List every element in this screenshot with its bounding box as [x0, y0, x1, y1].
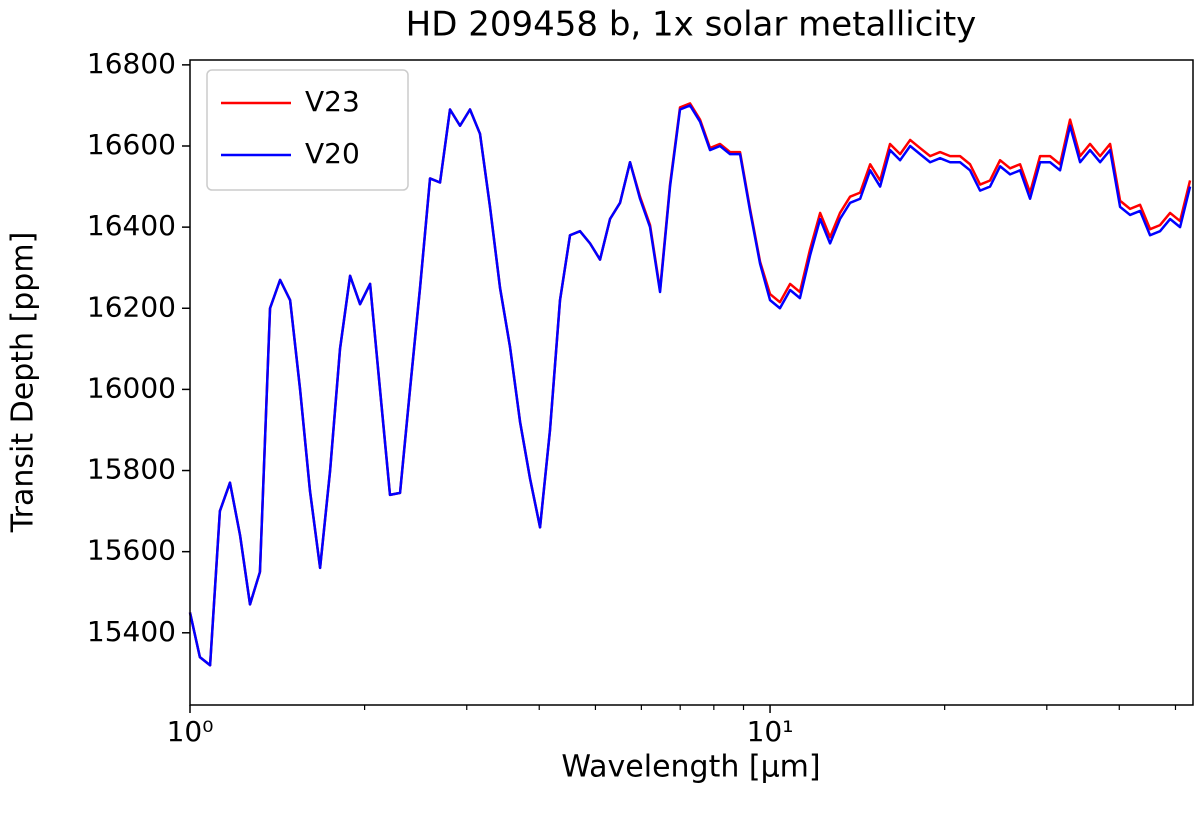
y-tick-label: 16200	[87, 290, 176, 323]
legend-label: V23	[305, 85, 360, 118]
y-axis-label: Transit Depth [ppm]	[6, 232, 41, 534]
y-tick-label: 16000	[87, 371, 176, 404]
legend-box	[206, 69, 409, 191]
chart-title: HD 209458 b, 1x solar metallicity	[406, 5, 977, 45]
x-tick-label: 10⁰	[167, 715, 214, 748]
x-axis-label: Wavelength [µm]	[561, 750, 820, 785]
y-tick-label: 16400	[87, 209, 176, 242]
y-tick-label: 15400	[87, 615, 176, 648]
series-line	[188, 104, 1192, 667]
y-tick-label: 16600	[87, 128, 176, 161]
legend-label: V20	[305, 137, 360, 170]
legend: V23 V20	[206, 69, 409, 191]
y-tick-label: 15600	[87, 534, 176, 567]
plot-frame	[189, 59, 1194, 706]
y-tick-label: 16800	[87, 47, 176, 80]
y-tick-label: 15800	[87, 453, 176, 486]
x-tick-label: 10¹	[747, 715, 794, 748]
